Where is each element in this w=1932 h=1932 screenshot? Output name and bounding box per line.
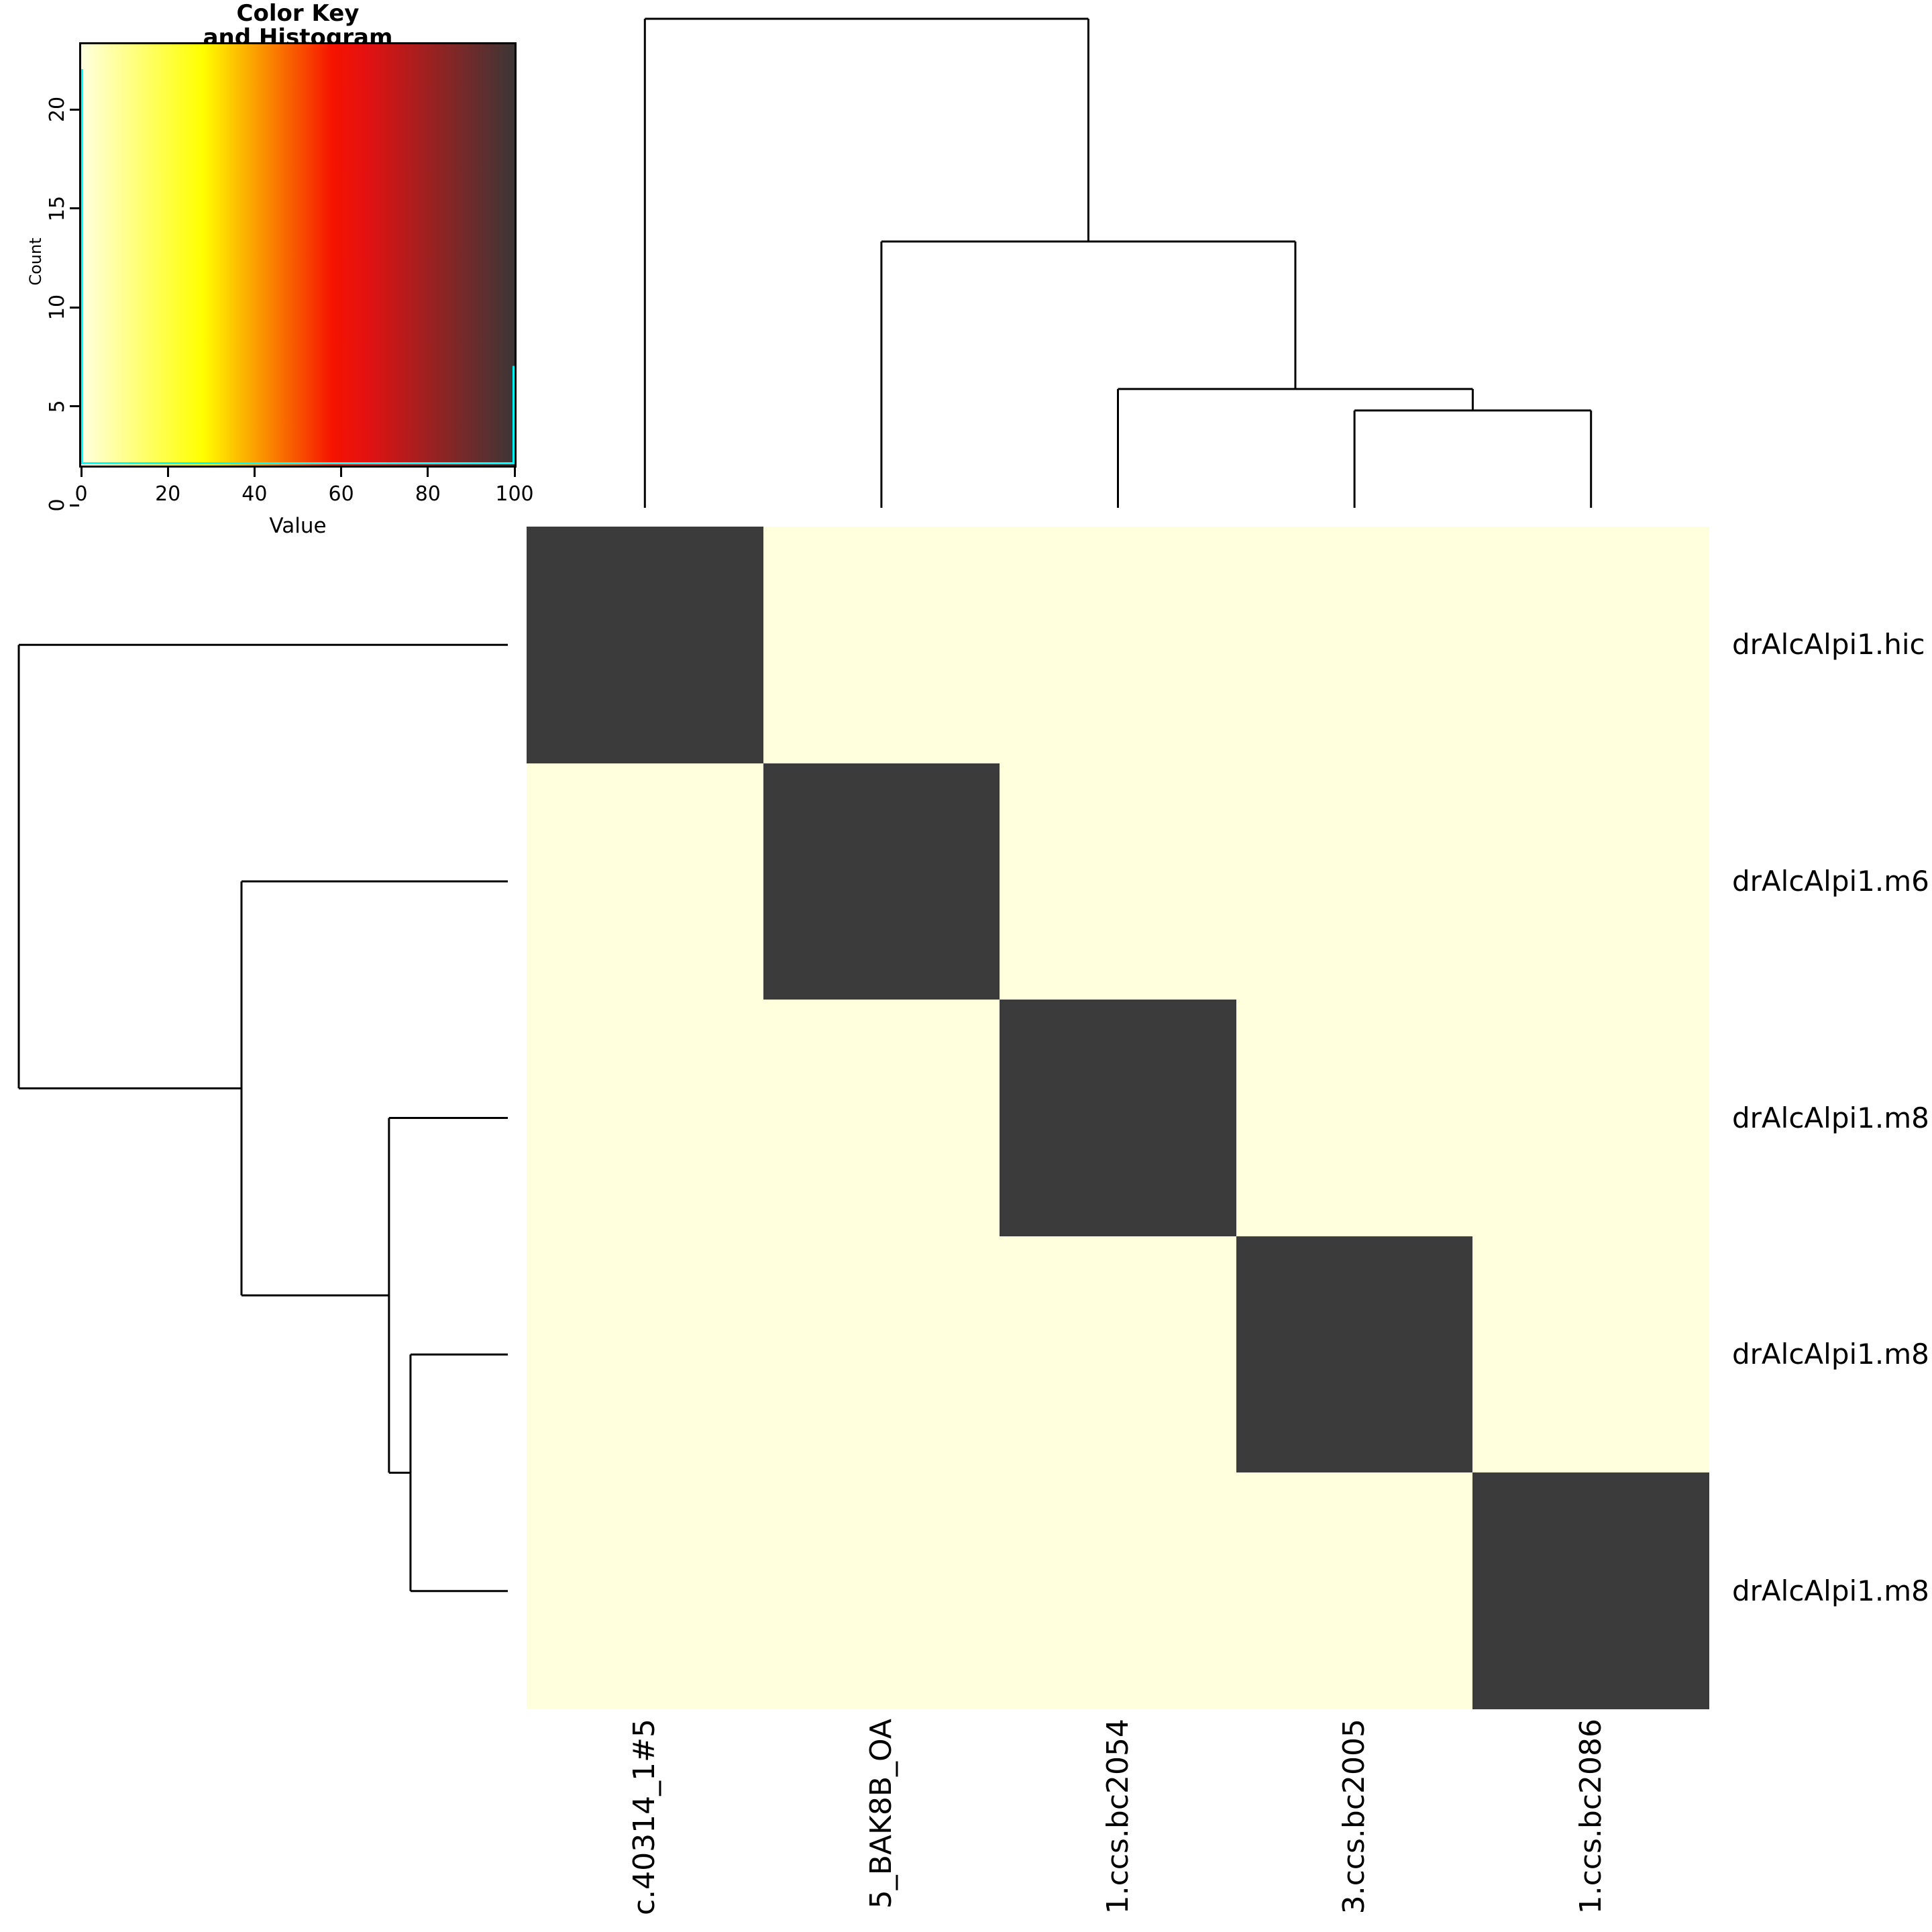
heatmap-cell-r4c1 [527,1236,763,1473]
heatmap-cell-r2c2 [763,763,1000,1000]
heatmap-grid [527,527,1709,1709]
color-key-title-line1: Color Key [236,0,360,27]
row-label: drAlcAlpi1.hic [1732,628,1925,661]
row-label: drAlcAlpi1.m6 [1732,864,1929,898]
heatmap-cell-r4c5 [1472,1236,1709,1473]
heatmap-cell-r1c3 [1000,527,1236,763]
histogram-trace [81,69,515,464]
key-y-tick [70,504,79,506]
key-x-tick-label: 0 [74,482,88,506]
column-label: c.40314_1#5 [627,1719,662,1916]
heatmap-cell-r5c5 [1472,1472,1709,1709]
key-x-tick [253,468,256,477]
heatmap-cell-r1c5 [1472,527,1709,763]
color-key-box [79,42,517,468]
key-x-tick [166,468,169,477]
key-x-tick [427,468,429,477]
heatmap-cell-r1c1 [527,527,763,763]
row-label: drAlcAlpi1.m8 [1732,1338,1929,1371]
key-x-tick-label: 20 [155,482,181,506]
heatmap-cell-r2c3 [1000,763,1236,1000]
key-x-tick-label: 80 [415,482,441,506]
key-y-tick [70,306,79,309]
key-x-tick-label: 60 [328,482,354,506]
heatmap-cell-r4c3 [1000,1236,1236,1473]
key-x-tick [340,468,343,477]
heatmap-cell-r3c5 [1472,1000,1709,1236]
key-x-tick-label: 100 [495,482,534,506]
heatmap-cell-r5c4 [1236,1472,1473,1709]
heatmap-cell-r3c3 [1000,1000,1236,1236]
column-label: 3.ccs.bc2005 [1337,1719,1372,1915]
column-label: 1.ccs.bc2054 [1100,1719,1135,1915]
heatmap-cell-r4c4 [1236,1236,1473,1473]
heatmap-cell-r5c1 [527,1472,763,1709]
heatmap-cell-r3c1 [527,1000,763,1236]
heatmap-cell-r5c2 [763,1472,1000,1709]
heatmap-cell-r5c3 [1000,1472,1236,1709]
heatmap-cell-r1c4 [1236,527,1473,763]
row-label: drAlcAlpi1.m8 [1732,1101,1929,1134]
color-key-x-axis-label: Value [269,514,327,538]
column-label: 1.ccs.bc2086 [1573,1719,1608,1915]
heatmap-cell-r1c2 [763,527,1000,763]
heatmap-cell-r2c4 [1236,763,1473,1000]
key-y-tick [70,405,79,407]
key-y-tick [70,108,79,111]
row-label: drAlcAlpi1.m8 [1732,1574,1929,1607]
key-x-tick [80,468,83,477]
heatmap-cell-r4c2 [763,1236,1000,1473]
heatmap-cell-r2c1 [527,763,763,1000]
key-y-tick [70,207,79,209]
heatmap-cell-r3c2 [763,1000,1000,1236]
heatmap-cell-r2c5 [1472,763,1709,1000]
key-x-tick-label: 40 [241,482,268,506]
heatmap-cell-r3c4 [1236,1000,1473,1236]
color-gradient [81,44,515,466]
key-x-tick [513,468,516,477]
column-label: 5_BAK8B_OA [863,1719,898,1909]
